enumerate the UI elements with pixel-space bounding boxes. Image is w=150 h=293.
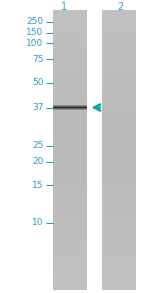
Bar xyxy=(53,234,87,241)
Text: 75: 75 xyxy=(32,55,44,64)
Bar xyxy=(102,283,136,290)
Bar xyxy=(53,143,87,150)
Text: 50: 50 xyxy=(32,78,44,87)
Bar xyxy=(102,234,136,241)
Bar xyxy=(53,192,87,199)
Bar xyxy=(102,108,136,115)
Bar xyxy=(53,206,87,213)
Text: 10: 10 xyxy=(32,218,44,227)
Bar xyxy=(102,24,136,31)
Bar xyxy=(53,199,87,206)
Bar xyxy=(53,255,87,262)
Bar xyxy=(102,255,136,262)
Bar xyxy=(102,94,136,101)
Bar xyxy=(53,73,87,80)
Bar xyxy=(53,52,87,59)
Bar xyxy=(53,31,87,38)
Bar xyxy=(53,213,87,220)
Bar xyxy=(102,73,136,80)
Bar xyxy=(102,248,136,255)
Bar xyxy=(53,241,87,248)
Bar xyxy=(102,122,136,129)
Bar xyxy=(102,192,136,199)
Bar xyxy=(53,94,87,101)
Bar xyxy=(102,115,136,122)
Bar xyxy=(102,101,136,108)
Bar xyxy=(102,269,136,276)
Bar xyxy=(102,10,136,17)
Bar xyxy=(53,101,87,108)
Bar xyxy=(53,45,87,52)
Bar xyxy=(102,171,136,178)
Bar xyxy=(102,38,136,45)
Bar xyxy=(53,283,87,290)
Bar xyxy=(53,269,87,276)
Bar xyxy=(102,262,136,269)
Bar xyxy=(102,143,136,150)
Text: 1: 1 xyxy=(61,2,67,12)
Bar xyxy=(53,17,87,24)
Bar xyxy=(53,122,87,129)
Bar xyxy=(53,38,87,45)
Bar xyxy=(53,248,87,255)
Bar xyxy=(102,227,136,234)
Bar xyxy=(102,206,136,213)
Bar xyxy=(102,87,136,94)
Bar xyxy=(53,262,87,269)
Bar xyxy=(102,17,136,24)
Bar xyxy=(102,59,136,66)
Text: 2: 2 xyxy=(117,2,123,12)
Bar xyxy=(102,241,136,248)
Bar xyxy=(102,31,136,38)
Text: 250: 250 xyxy=(26,18,44,26)
Bar xyxy=(102,136,136,143)
Bar xyxy=(102,199,136,206)
Bar xyxy=(53,129,87,136)
Bar xyxy=(102,178,136,185)
Bar xyxy=(53,59,87,66)
Text: 20: 20 xyxy=(32,157,44,166)
Bar xyxy=(53,66,87,73)
Bar xyxy=(53,108,87,115)
Bar xyxy=(53,80,87,87)
Bar xyxy=(102,157,136,164)
Bar xyxy=(53,150,87,157)
Text: 15: 15 xyxy=(32,181,44,190)
Bar xyxy=(102,213,136,220)
Bar xyxy=(53,24,87,31)
Bar xyxy=(102,52,136,59)
Text: 25: 25 xyxy=(32,142,44,150)
Bar xyxy=(102,66,136,73)
Bar xyxy=(102,150,136,157)
Bar xyxy=(102,185,136,192)
Bar xyxy=(53,227,87,234)
Bar xyxy=(53,276,87,283)
Bar xyxy=(53,164,87,171)
Bar xyxy=(53,136,87,143)
Text: 37: 37 xyxy=(32,103,44,112)
Bar xyxy=(102,276,136,283)
Bar xyxy=(53,87,87,94)
Bar xyxy=(53,115,87,122)
Bar xyxy=(102,80,136,87)
Text: 150: 150 xyxy=(26,28,44,37)
Bar xyxy=(102,164,136,171)
Text: 100: 100 xyxy=(26,39,44,48)
Bar xyxy=(102,45,136,52)
Bar xyxy=(53,157,87,164)
Bar xyxy=(53,220,87,227)
Bar xyxy=(53,171,87,178)
Bar xyxy=(53,10,87,17)
Bar xyxy=(53,185,87,192)
Bar xyxy=(102,220,136,227)
Bar xyxy=(102,129,136,136)
Bar xyxy=(53,178,87,185)
